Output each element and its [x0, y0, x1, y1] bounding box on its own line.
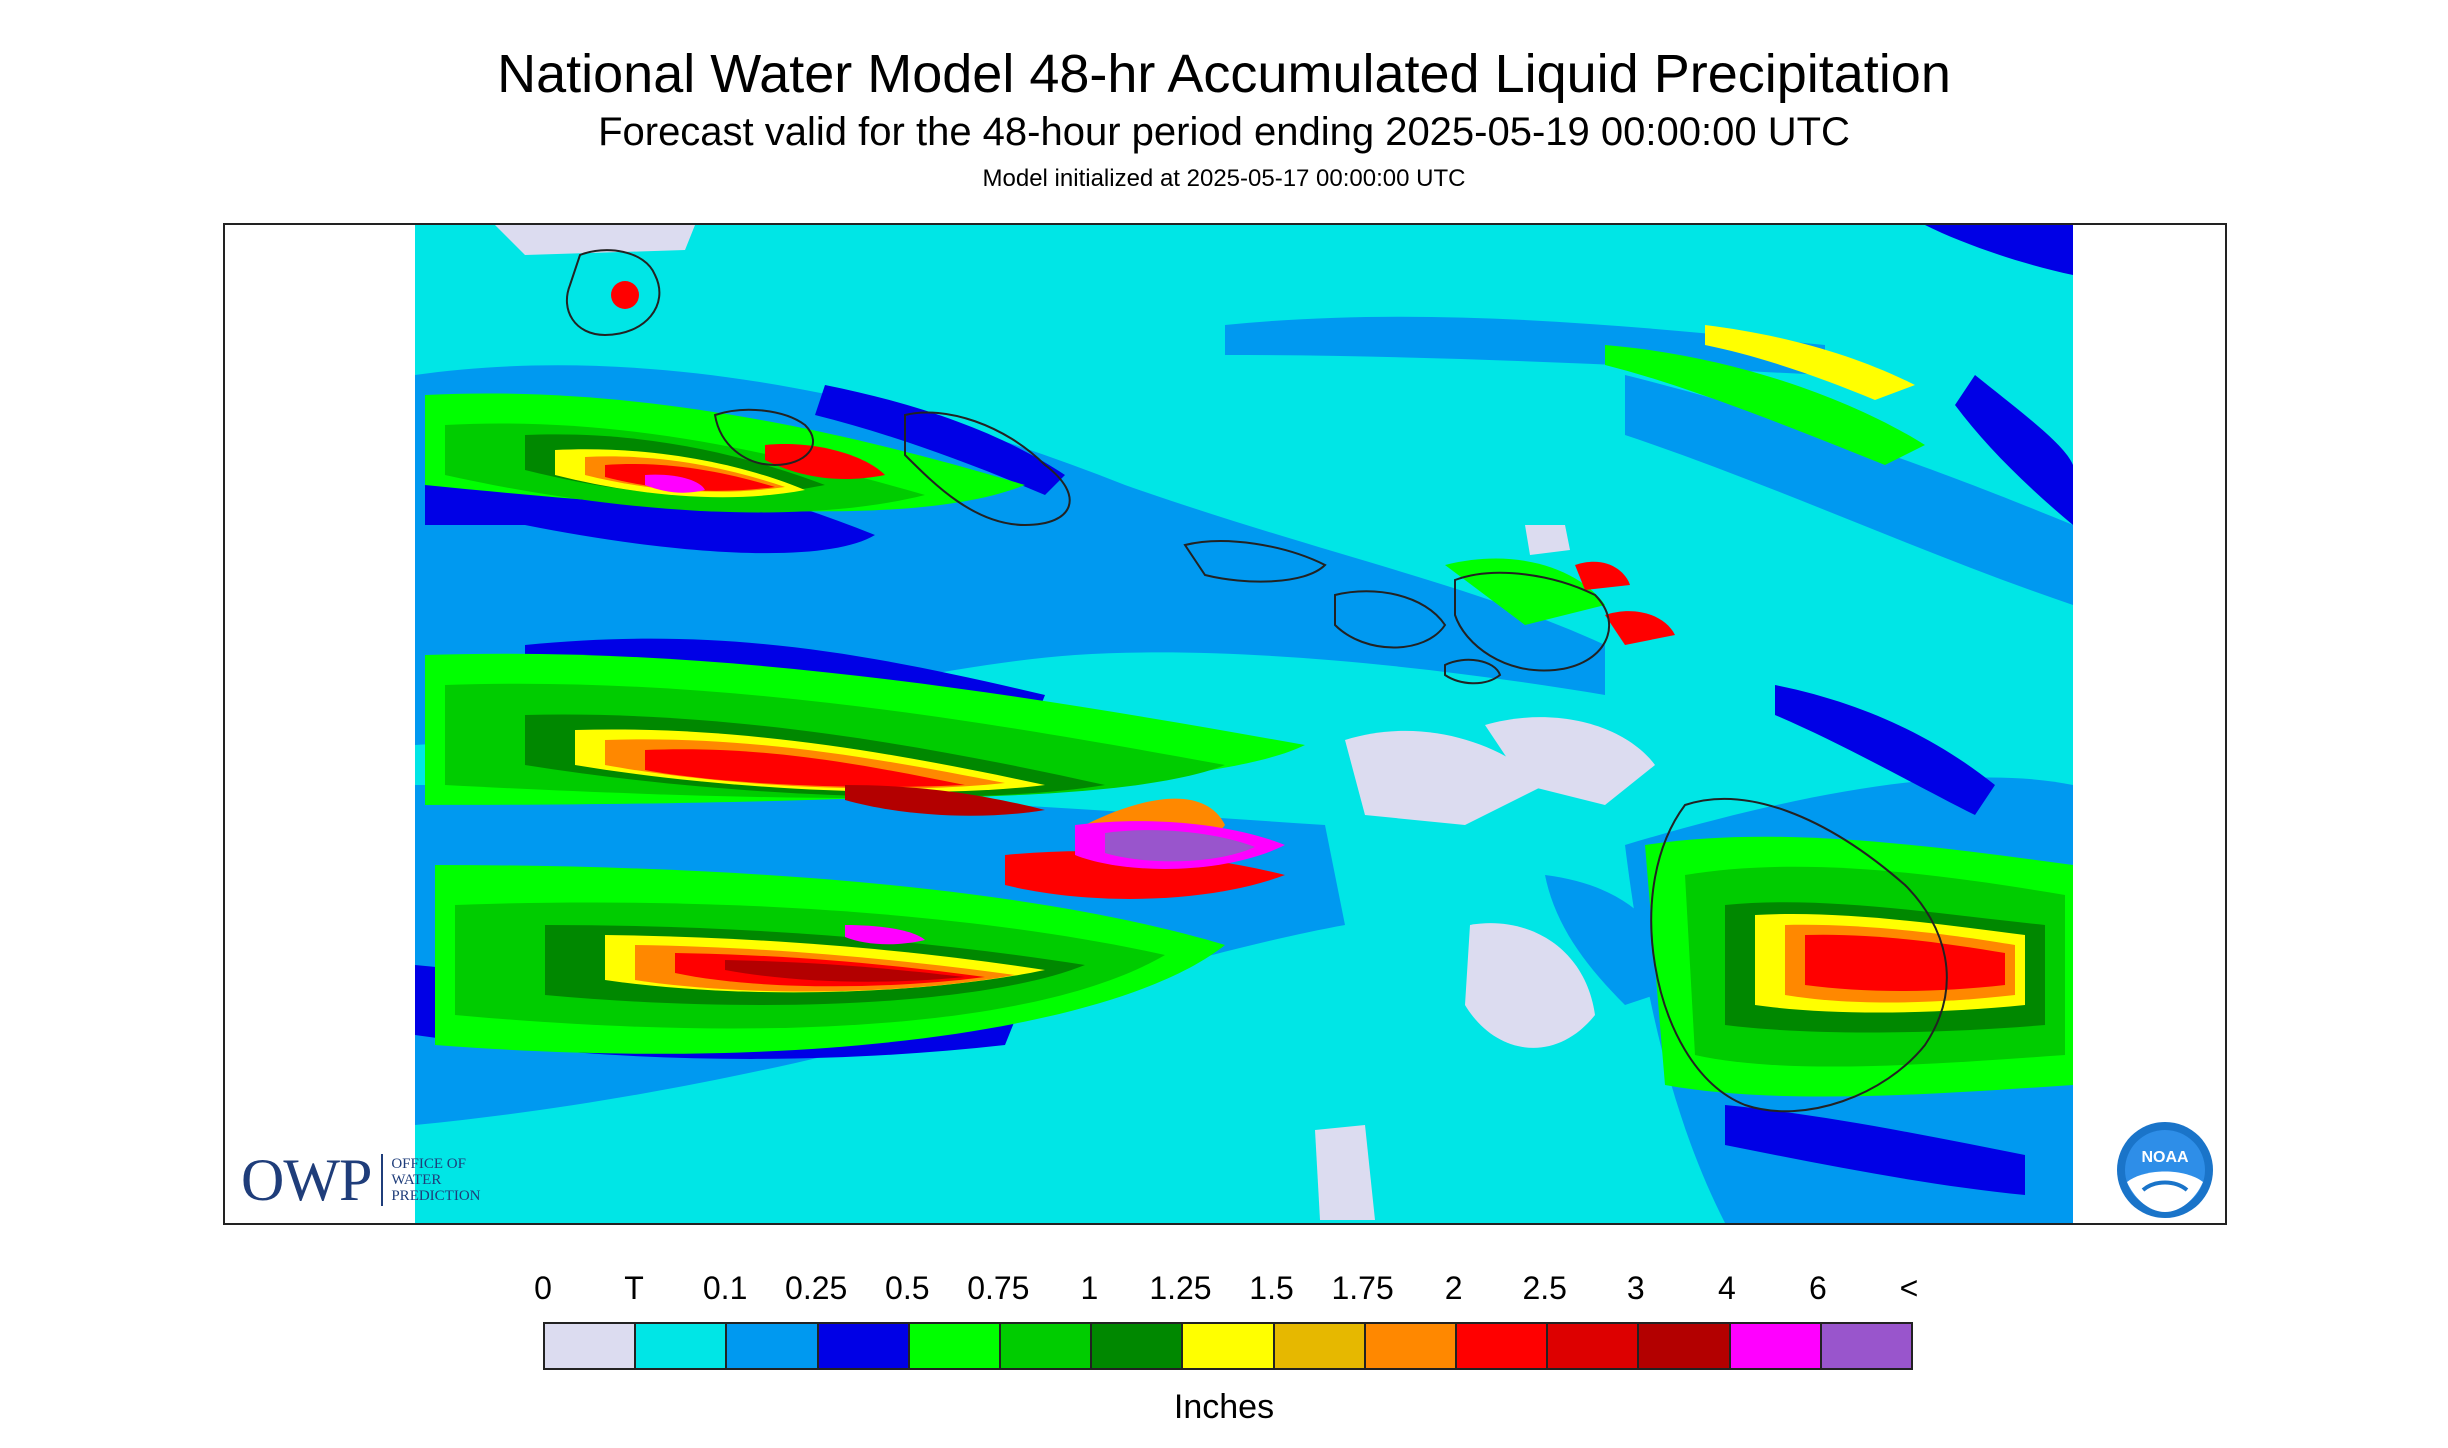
- island-coastlines: [565, 249, 1948, 1113]
- legend-swatch: [1092, 1324, 1184, 1368]
- island-maui: [1454, 571, 1611, 672]
- legend-label: 1.5: [1249, 1270, 1294, 1306]
- legend-swatch: [545, 1324, 637, 1368]
- legend-label: 0.25: [785, 1270, 848, 1306]
- owp-logo-line-1: OFFICE OF: [391, 1156, 466, 1172]
- island-kahoolawe: [1444, 658, 1502, 685]
- island-kauai: [713, 408, 815, 467]
- legend-swatch: [1001, 1324, 1093, 1368]
- no-data-left: [225, 225, 415, 1223]
- island-lanai: [1334, 590, 1447, 649]
- legend-swatch: [1183, 1324, 1275, 1368]
- legend-swatch: [909, 1324, 1002, 1368]
- legend-swatch: [636, 1324, 728, 1368]
- no-data-right: [2073, 225, 2225, 1223]
- island-molokai: [1183, 540, 1327, 583]
- model-init-line: Model initialized at 2025-05-17 00:00:00…: [982, 165, 1466, 192]
- legend-colorbar: [543, 1322, 1913, 1370]
- legend-swatch: [1548, 1324, 1640, 1368]
- owp-logo-text: OFFICE OF WATER PREDICTION: [391, 1156, 480, 1204]
- island-oahu: [904, 411, 1071, 527]
- legend-swatch: [1730, 1324, 1822, 1368]
- island-niihau: [565, 249, 661, 337]
- legend-label: T: [624, 1270, 644, 1306]
- legend-swatch: [727, 1324, 819, 1368]
- precipitation-map: [225, 225, 2225, 1223]
- legend-label: 0.1: [702, 1270, 748, 1306]
- map-panel: OWP OFFICE OF WATER PREDICTION NOAA: [223, 223, 2227, 1225]
- owp-logo-line-3: PREDICTION: [391, 1188, 481, 1204]
- legend-label: 3: [1626, 1270, 1645, 1306]
- legend-swatch: [1457, 1324, 1549, 1368]
- noaa-logo: NOAA: [2117, 1122, 2213, 1218]
- dry-areas: [495, 225, 1655, 1220]
- legend-swatch: [1365, 1324, 1458, 1368]
- legend-labels: 0 T 0.1 0.25 0.5 0.75 1 1.25 1.5 1.75 2 2.5 3 4 6 <: [0, 1268, 2448, 1308]
- map-title: National Water Model 48-hr Accumulated L…: [497, 44, 1951, 104]
- island-hawaii: [1650, 797, 1948, 1113]
- legend-label: 0: [534, 1270, 552, 1306]
- legend-swatch: [1274, 1324, 1366, 1368]
- noaa-logo-text: NOAA: [2141, 1149, 2189, 1166]
- legend-label: 1.25: [1149, 1270, 1212, 1306]
- legend-swatch: [818, 1324, 910, 1368]
- legend-label: 1: [1080, 1270, 1099, 1306]
- legend-label: <: [1899, 1270, 1919, 1306]
- legend-label: 2: [1444, 1270, 1463, 1306]
- legend-label: 0.75: [967, 1270, 1030, 1306]
- legend-label: 0.5: [885, 1270, 930, 1306]
- legend-label: 2.5: [1522, 1270, 1567, 1306]
- legend-swatch: [1821, 1324, 1912, 1368]
- niihau-center-spot: [611, 281, 639, 309]
- legend-label: 4: [1717, 1270, 1736, 1306]
- owp-logo-divider: [381, 1154, 384, 1206]
- map-subtitle: Forecast valid for the 48-hour period en…: [598, 110, 1850, 154]
- owp-logo: OWP OFFICE OF WATER PREDICTION: [241, 1145, 481, 1215]
- owp-logo-mark: OWP: [241, 1147, 372, 1213]
- purple-areas: [1105, 830, 1255, 862]
- owp-logo-line-2: WATER: [391, 1172, 442, 1188]
- dark-red-areas: [725, 785, 1045, 982]
- legend-label: 1.75: [1331, 1270, 1394, 1306]
- legend-label: 6: [1809, 1270, 1827, 1306]
- legend-units: Inches: [1173, 1388, 1275, 1426]
- legend-swatch: [1639, 1324, 1731, 1368]
